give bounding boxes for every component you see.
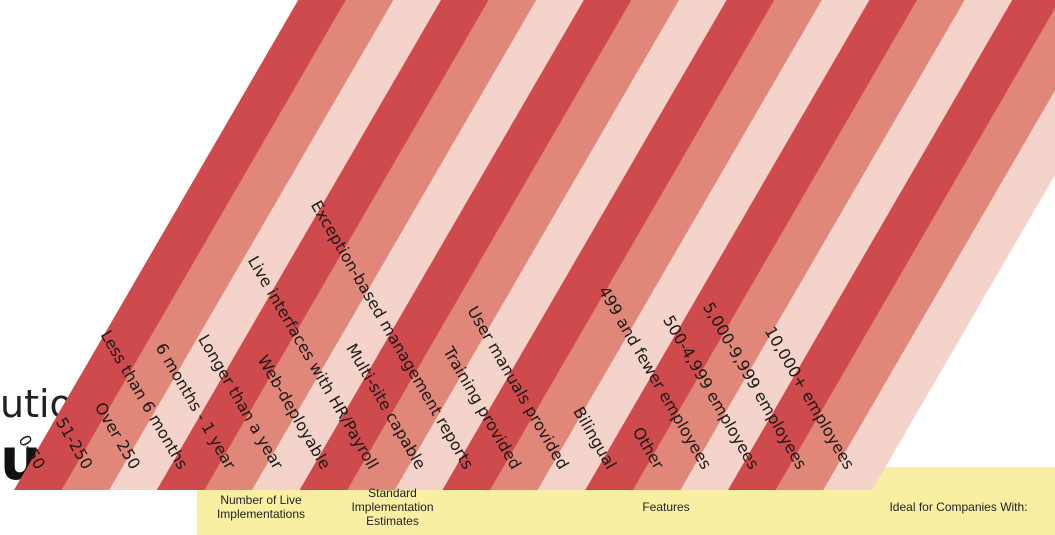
category-label: Features (642, 500, 689, 514)
column-stripe (728, 0, 1055, 490)
column-stripe (394, 0, 728, 490)
column-stripe (14, 0, 348, 490)
column-stripe (109, 0, 443, 490)
column-stripe (442, 0, 776, 490)
column-stripe (252, 0, 586, 490)
category-label: Implementation (351, 500, 433, 514)
category-label: Implementations (217, 507, 305, 521)
category-banner (858, 467, 1055, 535)
category-label: Estimates (366, 514, 419, 528)
column-stripe (490, 0, 824, 490)
column-stripe (204, 0, 538, 490)
column-stripe (299, 0, 633, 490)
category-label: Number of Live (220, 493, 302, 507)
column-stripe (680, 0, 1014, 490)
column-stripe (585, 0, 919, 490)
column-stripe (61, 0, 395, 490)
category-label: Ideal for Companies With: (889, 500, 1027, 514)
column-stripe (347, 0, 681, 490)
column-stripe (632, 0, 966, 490)
column-stripe (156, 0, 491, 490)
column-stripe (823, 90, 1055, 490)
category-label: Standard (368, 486, 417, 500)
column-stripe (537, 0, 871, 490)
column-stripe (775, 8, 1055, 490)
